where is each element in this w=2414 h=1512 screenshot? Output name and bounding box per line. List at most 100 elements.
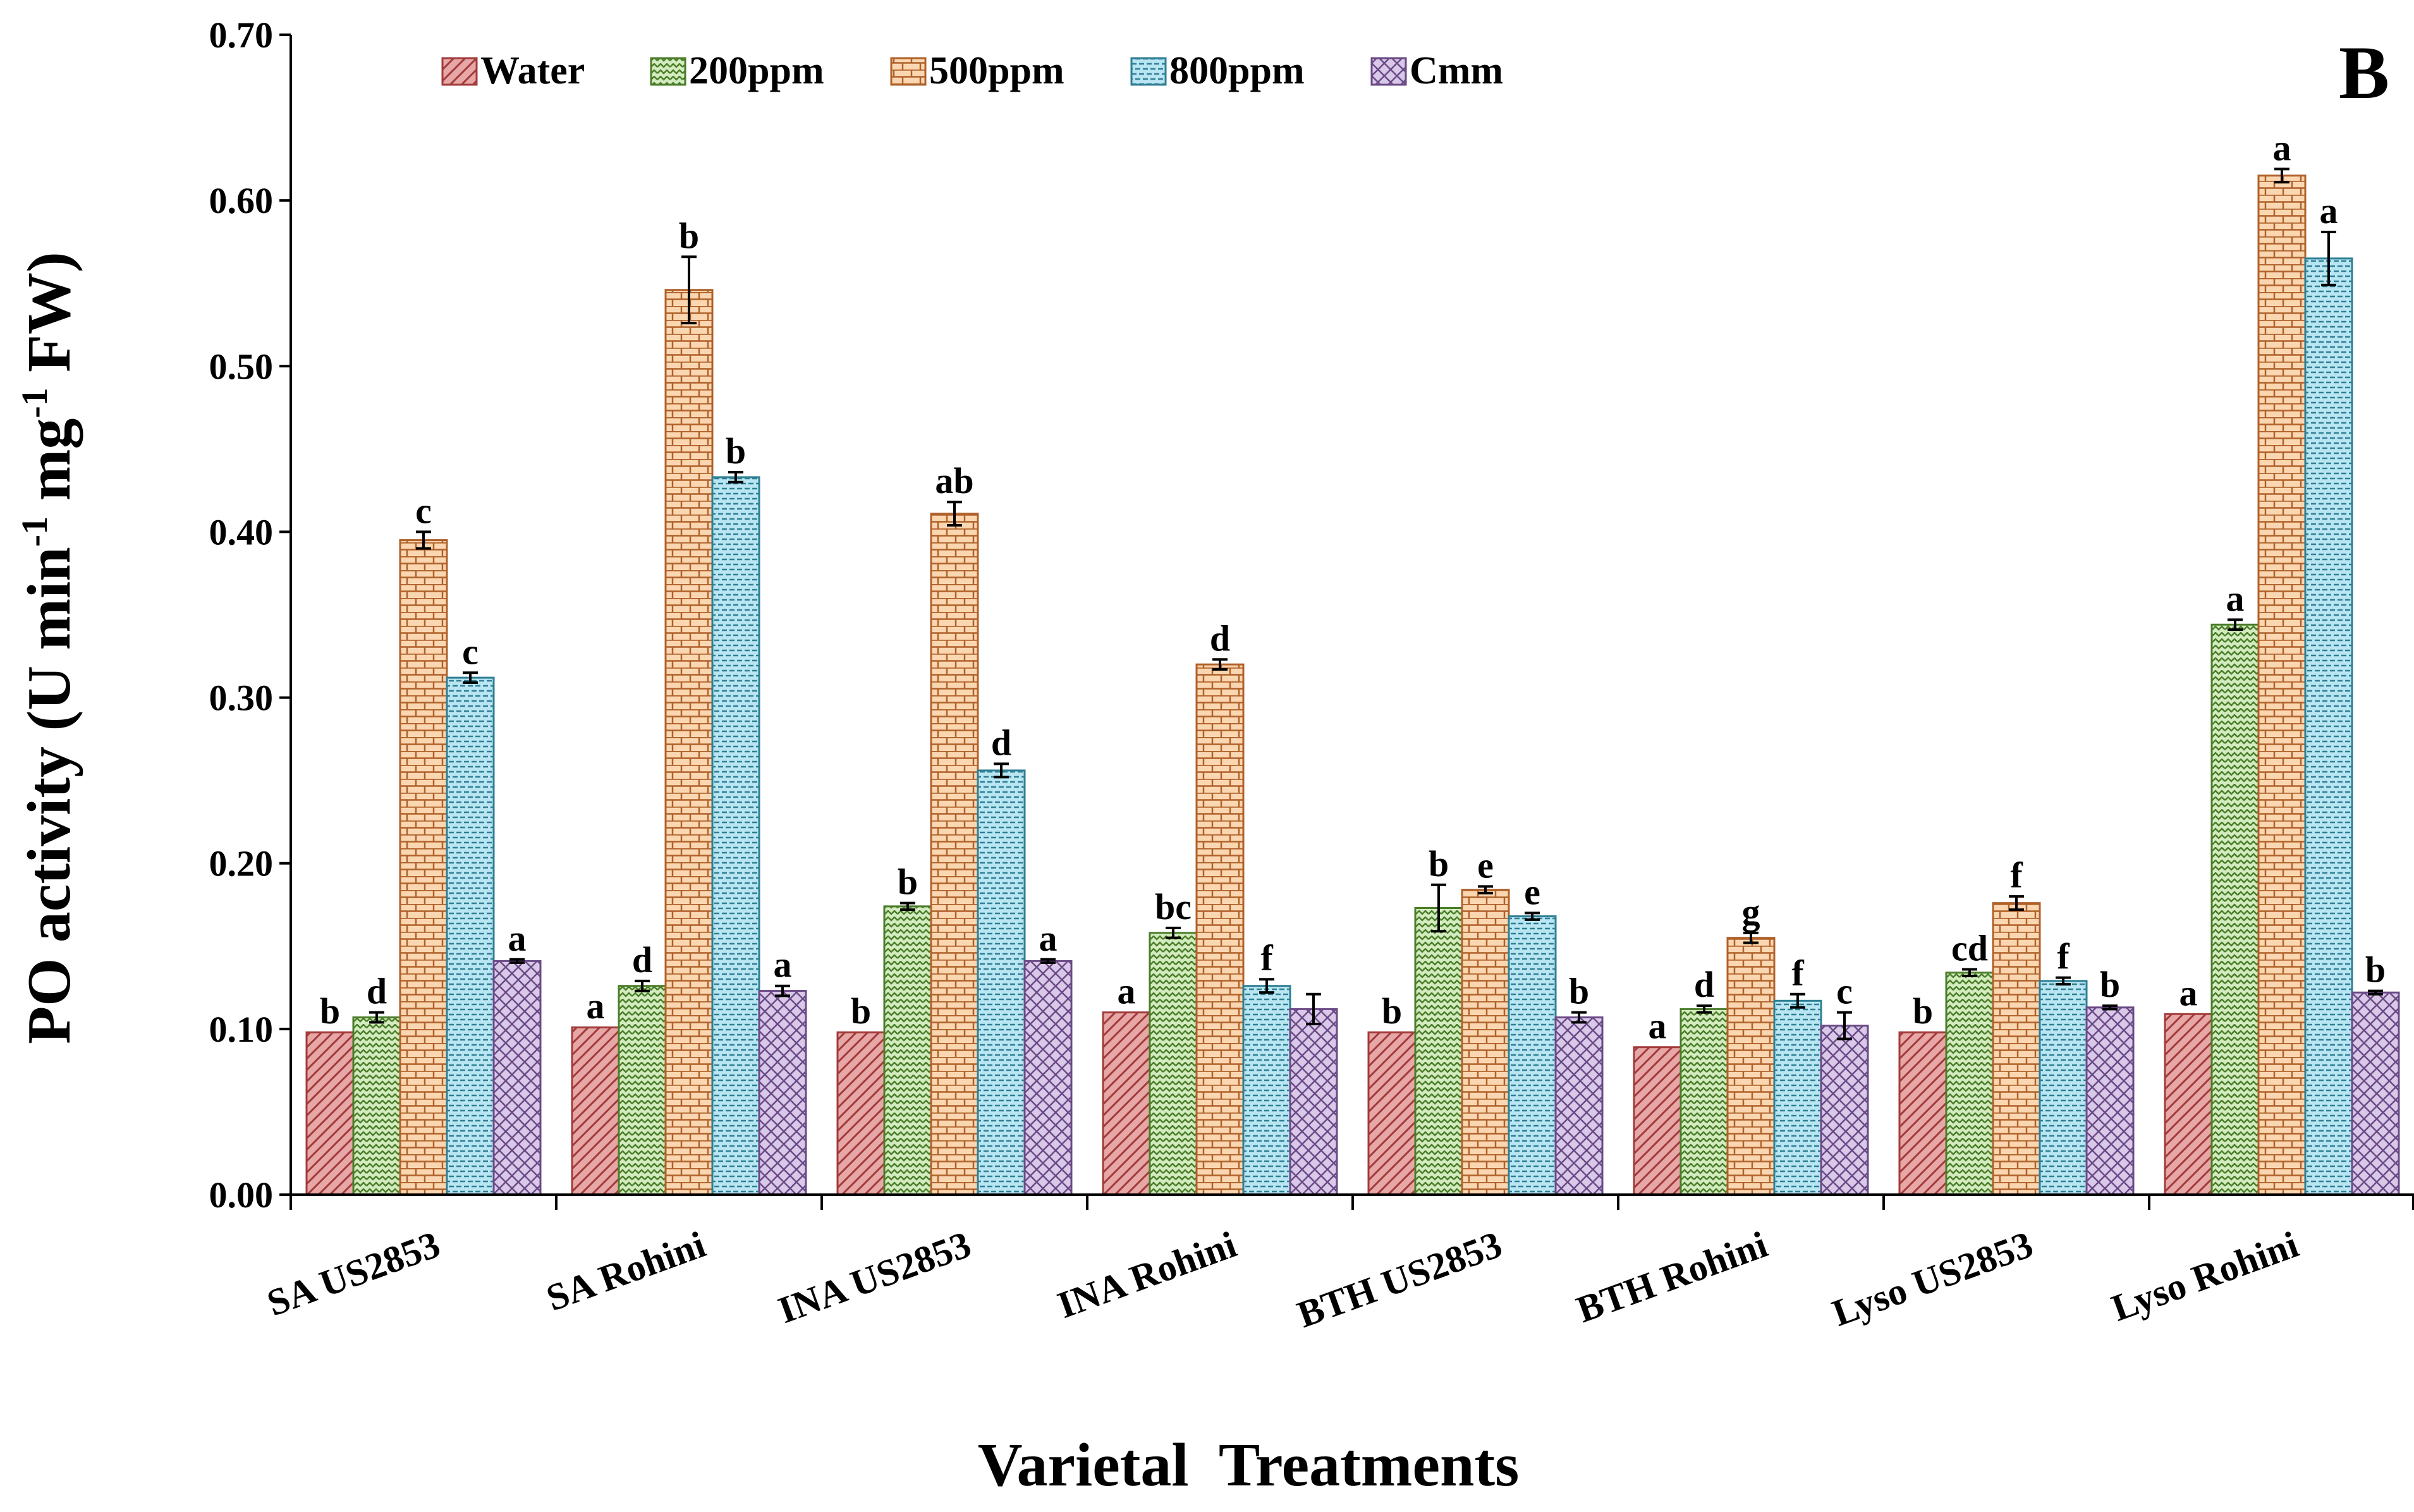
legend-swatch: [441, 57, 478, 86]
category-label: INA US2853: [773, 1223, 977, 1331]
bar: [1149, 932, 1198, 1196]
category-label: INA Rohini: [1052, 1223, 1242, 1326]
significance-label: a: [2320, 190, 2338, 231]
significance-label: d: [1210, 618, 1230, 659]
significance-label: b: [679, 215, 699, 256]
bar: [977, 769, 1026, 1196]
y-tick-label: 0.10: [209, 1009, 274, 1050]
bar: [1773, 999, 1822, 1196]
y-tick-label: 0.30: [209, 678, 274, 719]
significance-label: b: [320, 991, 340, 1032]
y-tick-label: 0.60: [209, 180, 274, 221]
significance-label: g: [1742, 891, 1760, 932]
bar: [1242, 985, 1291, 1196]
bar: [2351, 991, 2400, 1196]
bar: [2257, 174, 2307, 1196]
y-tick-label: 0.00: [209, 1174, 274, 1216]
legend-swatch: [890, 57, 927, 86]
significance-label: b: [1429, 843, 1449, 884]
bar: [1633, 1046, 1682, 1196]
significance-label: a: [774, 944, 792, 985]
bar: [1102, 1011, 1151, 1196]
significance-label: cd: [1951, 927, 1988, 968]
significance-label: e: [1477, 844, 1494, 886]
significance-label: e: [1524, 871, 1540, 912]
bar: [1898, 1031, 1948, 1196]
significance-label: bc: [1155, 886, 1192, 927]
bar: [758, 990, 807, 1196]
legend-swatch: [1130, 57, 1167, 86]
bar: [711, 476, 760, 1196]
significance-label: f: [2057, 936, 2070, 977]
bar: [352, 1016, 401, 1196]
significance-label: b: [726, 430, 746, 472]
significance-label: a: [587, 985, 605, 1027]
legend-label: 200ppm: [689, 49, 824, 92]
legend-label: 500ppm: [929, 49, 1064, 92]
legend-item-water: Water: [441, 49, 585, 92]
significance-label: b: [1382, 991, 1402, 1032]
significance-label: b: [851, 991, 871, 1032]
legend-item-800ppm: 800ppm: [1130, 49, 1305, 92]
bar: [2164, 1013, 2213, 1196]
legend-label: Cmm: [1410, 49, 1503, 92]
legend-label: Water: [480, 49, 585, 92]
significance-label: a: [2226, 578, 2245, 619]
significance-label: d: [991, 722, 1011, 763]
bar: [1461, 889, 1510, 1196]
y-tick-label: 0.70: [209, 15, 274, 56]
significance-label: a: [1118, 971, 1136, 1012]
significance-label: f: [1791, 953, 1804, 994]
legend-swatch: [650, 57, 686, 86]
legend: Water 200ppm 500ppm 800ppm Cmm: [441, 49, 1503, 92]
bar: [492, 960, 542, 1196]
category-label: BTH US2853: [1292, 1223, 1508, 1336]
y-tick-label: 0.20: [209, 843, 274, 884]
significance-label: c: [1836, 971, 1853, 1012]
significance-label: f: [2010, 855, 2023, 896]
bar: [305, 1031, 355, 1196]
bar: [664, 289, 714, 1196]
significance-label: b: [1913, 991, 1933, 1032]
significance-label: d: [367, 971, 387, 1012]
significance-label: b: [2365, 949, 2386, 991]
bar: [1726, 937, 1776, 1196]
significance-label: a: [1649, 1006, 1667, 1047]
bar: [2039, 980, 2088, 1196]
legend-item-200ppm: 200ppm: [650, 49, 824, 92]
significance-label: b: [898, 862, 918, 903]
bar: [1289, 1008, 1338, 1196]
bar: [836, 1031, 886, 1196]
bar: [1195, 663, 1245, 1196]
bar: [2085, 1006, 2135, 1196]
significance-label: b: [2100, 964, 2120, 1005]
legend-item-cmm: Cmm: [1370, 49, 1503, 92]
panel-letter: B: [2339, 30, 2389, 114]
category-label: Lyso US2853: [1827, 1223, 2038, 1334]
x-axis-title: Varietal Treatments: [978, 1431, 1519, 1499]
significance-label: a: [508, 918, 527, 959]
bar: [1367, 1031, 1417, 1196]
bar: [618, 985, 667, 1196]
bar: [446, 676, 495, 1196]
bar: [2304, 257, 2353, 1196]
category-label: Lyso Rohini: [2106, 1223, 2303, 1329]
bar: [399, 539, 448, 1196]
series-cmm: a a a b c b b: [492, 918, 2400, 1196]
significance-label: f: [1260, 937, 1273, 979]
bar: [1992, 902, 2041, 1196]
significance-label: d: [1694, 964, 1714, 1005]
significance-label: c: [462, 631, 479, 672]
bar: [883, 905, 932, 1196]
bar: [571, 1026, 620, 1196]
significance-label: a: [2273, 127, 2291, 168]
bar: [1414, 906, 1463, 1196]
legend-swatch: [1370, 57, 1407, 86]
category-label: SA Rohini: [541, 1223, 711, 1319]
y-axis-title-text: PO activity (U min-1 mg-1 FW): [14, 252, 83, 1044]
significance-label: d: [632, 939, 652, 980]
